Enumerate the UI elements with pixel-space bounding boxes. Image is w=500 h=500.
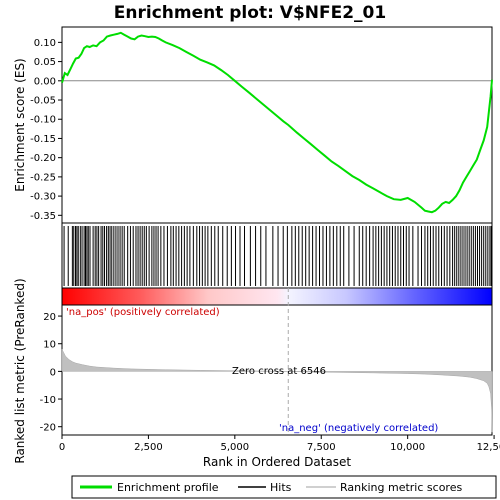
rank-y-axis-label: Ranked list metric (PreRanked) bbox=[13, 278, 27, 463]
es-y-tick-label: -0.25 bbox=[30, 172, 56, 183]
es-y-tick-label: -0.15 bbox=[30, 134, 56, 145]
pos-correlated-label: 'na_pos' (positively correlated) bbox=[66, 307, 220, 318]
legend-label-profile: Enrichment profile bbox=[117, 481, 219, 494]
ranking-metric-area bbox=[61, 349, 493, 433]
legend-label-metric: Ranking metric scores bbox=[340, 481, 462, 494]
rank-y-tick-label: -20 bbox=[40, 423, 56, 434]
es-y-tick-label: 0.05 bbox=[34, 57, 56, 68]
rank-y-tick-label: -10 bbox=[40, 395, 56, 406]
enrichment-profile-line bbox=[61, 31, 493, 214]
legend: Enrichment profile Hits Ranking metric s… bbox=[71, 475, 497, 499]
x-tick-label: 0 bbox=[59, 442, 65, 453]
legend-box bbox=[71, 475, 497, 499]
es-y-tick-label: -0.35 bbox=[30, 211, 56, 222]
x-axis-label: Rank in Ordered Dataset bbox=[203, 455, 351, 469]
rank-color-bar bbox=[61, 287, 493, 306]
neg-correlated-label: 'na_neg' (negatively correlated) bbox=[279, 423, 438, 434]
rank-y-tick-label: 0 bbox=[50, 367, 56, 378]
chart-title: Enrichment plot: V$NFE2_01 bbox=[114, 3, 386, 23]
es-y-tick-label: -0.10 bbox=[30, 115, 56, 126]
x-tick-label: 2,500 bbox=[134, 442, 163, 453]
x-tick-label: 12,500 bbox=[477, 442, 500, 453]
x-axis: 0 2,500 5,000 7,500 10,000 12,500 bbox=[59, 435, 500, 453]
rank-y-tick-label: 10 bbox=[43, 340, 56, 351]
es-panel-frame bbox=[61, 26, 493, 224]
hits-markers bbox=[63, 226, 492, 286]
x-tick-label: 5,000 bbox=[221, 442, 250, 453]
es-y-axis: 0.10 0.05 0.00 -0.05 -0.10 -0.15 -0.20 -0.25 -0.… bbox=[30, 38, 62, 222]
es-y-axis-label: Enrichment score (ES) bbox=[13, 58, 27, 191]
x-tick-label: 7,500 bbox=[307, 442, 336, 453]
es-y-tick-label: -0.05 bbox=[30, 96, 56, 107]
legend-label-hits: Hits bbox=[270, 481, 292, 494]
x-tick-label: 10,000 bbox=[390, 442, 425, 453]
rank-y-tick-label: 20 bbox=[43, 312, 56, 323]
es-y-tick-label: -0.30 bbox=[30, 192, 56, 203]
rank-y-axis: 20 10 0 -10 -20 bbox=[40, 312, 62, 434]
zero-cross-label: Zero cross at 6546 bbox=[232, 366, 326, 377]
es-y-tick-label: -0.20 bbox=[30, 153, 56, 164]
es-y-tick-label: 0.00 bbox=[34, 76, 56, 87]
es-y-tick-label: 0.10 bbox=[34, 38, 56, 49]
